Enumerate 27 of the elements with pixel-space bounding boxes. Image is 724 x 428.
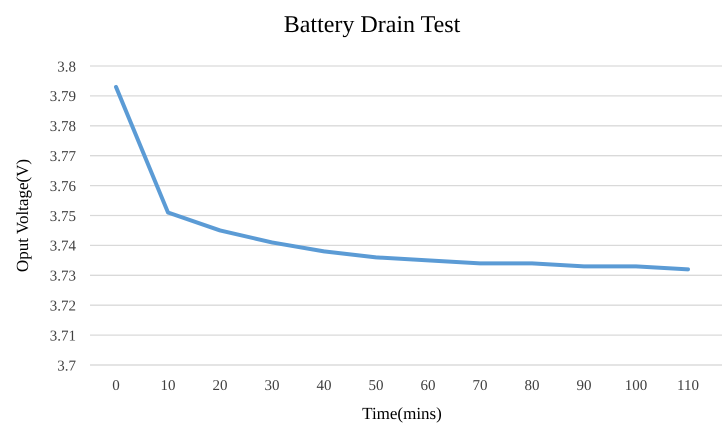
x-tick-label: 10 — [160, 378, 176, 394]
x-tick-label: 60 — [420, 378, 436, 394]
x-tick-label: 110 — [677, 378, 699, 394]
y-tick-label: 3.8 — [57, 59, 76, 76]
x-tick-label: 90 — [576, 378, 592, 394]
y-tick-label: 3.73 — [50, 268, 76, 285]
x-tick-label: 80 — [524, 378, 540, 394]
x-tick-label: 100 — [624, 378, 648, 394]
x-axis-title: Time(mins) — [362, 404, 442, 423]
y-tick-label: 3.74 — [50, 238, 76, 255]
x-tick-label: 50 — [368, 378, 384, 394]
y-tick-label: 3.77 — [50, 148, 76, 165]
x-tick-label: 20 — [212, 378, 228, 394]
x-tick-label: 0 — [112, 378, 120, 394]
y-tick-label: 3.75 — [50, 208, 76, 225]
x-tick-label: 30 — [264, 378, 280, 394]
chart-title: Battery Drain Test — [284, 12, 461, 38]
y-tick-label: 3.71 — [50, 328, 76, 344]
y-tick-label: 3.79 — [50, 89, 76, 106]
line-series — [114, 84, 690, 272]
x-tick-label: 40 — [316, 378, 332, 394]
y-tick-label: 3.78 — [50, 119, 76, 136]
y-tick-label: 3.7 — [57, 358, 76, 374]
y-tick-label: 3.72 — [50, 298, 76, 314]
y-tick-label: 3.76 — [50, 178, 76, 195]
x-tick-label: 70 — [472, 378, 488, 394]
y-axis-title: Oput Voltage(V) — [13, 158, 32, 272]
